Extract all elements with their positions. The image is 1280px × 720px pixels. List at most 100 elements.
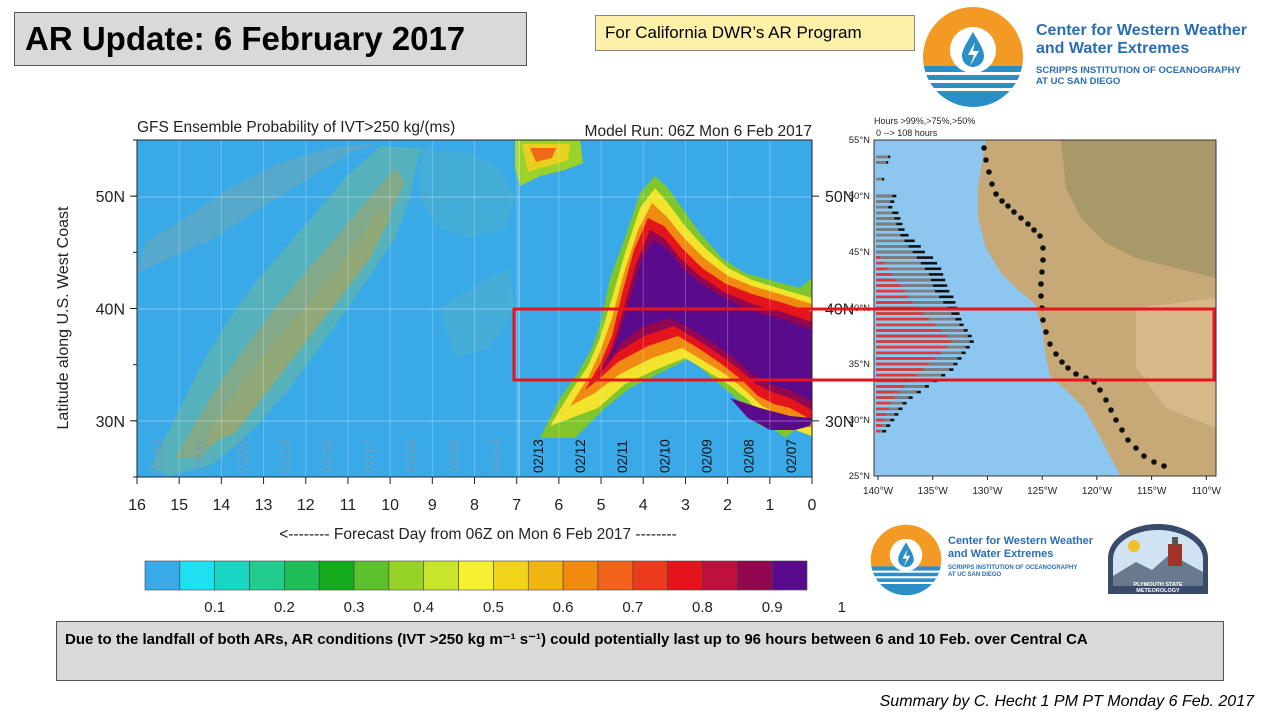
coast-point: [1038, 293, 1044, 299]
heatmap-date-label: 02/17: [362, 439, 377, 473]
colorbar-tick-label: 0.4: [413, 599, 434, 614]
coast-point: [1103, 397, 1109, 403]
hours-bar: [876, 323, 936, 327]
colorbar-tick-label: 0.3: [344, 599, 365, 614]
hours-bar: [876, 222, 897, 226]
coast-point: [1141, 453, 1147, 459]
hours-bar: [876, 200, 891, 203]
colorbar-swatch: [318, 560, 355, 591]
map-x-tick-label: 140°W: [863, 486, 894, 497]
map-x-tick-label: 110°W: [1192, 486, 1222, 497]
heatmap-x-tick-label: 6: [554, 497, 563, 514]
coast-point: [981, 145, 987, 151]
coast-point: [1043, 329, 1049, 335]
colorbar-tick-label: 0.1: [204, 599, 225, 614]
heatmap-date-labels: 02/22 02/21 02/20 02/19 02/18 02/17 02/16 02/15…: [151, 439, 799, 473]
hours-bar: [876, 256, 881, 259]
heatmap-x-tick-label: 16: [128, 497, 146, 514]
hours-bar: [876, 340, 952, 343]
hours-bar: [876, 373, 917, 377]
hours-bar: [876, 233, 901, 237]
hours-bar: [876, 312, 923, 315]
hours-bar: [876, 256, 917, 259]
heatmap-y-tick-label: 40N: [96, 302, 125, 319]
colorbar-swatch: [214, 560, 250, 591]
coast-point: [1053, 351, 1059, 357]
map-y-tick-label: 35°N: [849, 359, 870, 370]
ivt-probability-heatmap: GFS Ensemble Probability of IVT>250 kg/(…: [55, 119, 854, 614]
colorbar-swatch: [179, 560, 215, 591]
hours-bar: [876, 245, 909, 248]
hours-bar: [876, 250, 913, 254]
hours-bar: [876, 306, 917, 310]
heatmap-date-label: 02/21: [193, 439, 208, 473]
coast-point: [1083, 375, 1089, 381]
map-x-ticks: 140°W 135°W 130°W 125°W 120°W 115°W 110°W: [863, 476, 1222, 497]
hours-bar: [876, 357, 936, 360]
heatmap-x-axis-label: <-------- Forecast Day from 06Z on Mon 6…: [279, 526, 676, 543]
heatmap-date-label: 02/13: [531, 439, 546, 473]
summary-credit: Summary by C. Hecht 1 PM PT Monday 6 Feb…: [879, 693, 1254, 710]
colorbar-swatch: [562, 560, 599, 591]
map-y-ticks: 55°N 50°N 45°N 40°N 35°N 30°N 25°N: [849, 135, 870, 482]
heatmap-date-label: 02/10: [657, 439, 672, 473]
coast-point: [986, 169, 992, 175]
hours-bar: [876, 267, 925, 271]
heatmap-ar-patch-north: [515, 140, 583, 186]
hours-bar: [876, 345, 948, 349]
heatmap-x-ticks: 16 15 14 13 12 11 10 9 8 7 6 5 4 3 2 1 0: [128, 477, 817, 514]
heatmap-date-label: 02/12: [573, 439, 588, 473]
hours-bar: [876, 284, 901, 287]
heatmap-date-label: 02/20: [235, 439, 250, 473]
coast-point: [1073, 371, 1079, 377]
coast-point: [1047, 341, 1053, 347]
hours-bar: [876, 334, 948, 338]
logo-small-sub-2: AT UC SAN DIEGO: [948, 572, 1002, 579]
heatmap-x-tick-label: 11: [340, 497, 357, 514]
coast-point: [993, 191, 999, 197]
hours-bar: [876, 177, 883, 181]
coast-point: [1039, 269, 1045, 275]
logo-small-line-1: Center for Western Weather: [948, 535, 1094, 547]
logo-line-2: and Water Extremes: [1036, 40, 1190, 58]
hours-bar: [876, 329, 942, 332]
heatmap-y-tick-label: 30N: [96, 414, 125, 431]
map-subtitle: 0 --> 108 hours: [876, 128, 938, 138]
coast-point: [1097, 387, 1103, 393]
cw3e-logo-small-text: Center for Western Weather and Water Ext…: [948, 535, 1118, 580]
logo-sub-1: SCRIPPS INSTITUTION OF OCEANOGRAPHY: [1036, 64, 1241, 76]
logo-small-sub-1: SCRIPPS INSTITUTION OF OCEANOGRAPHY: [948, 565, 1078, 572]
heatmap-colorbar: [144, 560, 808, 591]
coast-point: [989, 181, 995, 187]
map-x-tick-label: 130°W: [972, 486, 1003, 497]
hours-bar: [876, 217, 895, 220]
coast-point: [1040, 317, 1046, 323]
heatmap-colorbar-ticks: 0.1 0.2 0.3 0.4 0.5 0.6 0.7 0.8 0.9 1: [204, 599, 846, 614]
heatmap-date-label: 02/15: [446, 439, 461, 473]
coast-point: [983, 157, 989, 163]
colorbar-tick-label: 0.6: [553, 599, 574, 614]
coast-point: [999, 198, 1005, 204]
coast-point: [1133, 445, 1139, 451]
coast-point: [1025, 221, 1031, 227]
colorbar-swatch: [423, 560, 459, 591]
colorbar-tick-label: 0.9: [762, 599, 783, 614]
water-drop-icon: [923, 7, 1023, 107]
hours-bar: [876, 317, 929, 321]
hours-bar: [876, 396, 895, 399]
heatmap-x-tick-label: 8: [470, 497, 479, 514]
colorbar-tick-label: 0.7: [622, 599, 643, 614]
hours-bar: [876, 239, 905, 243]
hours-bar: [876, 362, 929, 366]
heatmap-date-label: 02/18: [320, 439, 335, 473]
colorbar-swatch: [771, 560, 808, 591]
colorbar-swatch: [702, 560, 738, 591]
heatmap-title: GFS Ensemble Probability of IVT>250 kg/(…: [137, 119, 455, 136]
colorbar-swatch: [353, 560, 390, 591]
heatmap-date-label: 02/19: [278, 439, 293, 473]
logo-small-line-2: and Water Extremes: [948, 547, 1054, 560]
map-terrain: [1061, 140, 1216, 278]
colorbar-swatch: [527, 560, 564, 591]
logo-sub-2: AT UC SAN DIEGO: [1036, 76, 1121, 88]
heatmap-x-tick-label: 1: [765, 497, 774, 514]
